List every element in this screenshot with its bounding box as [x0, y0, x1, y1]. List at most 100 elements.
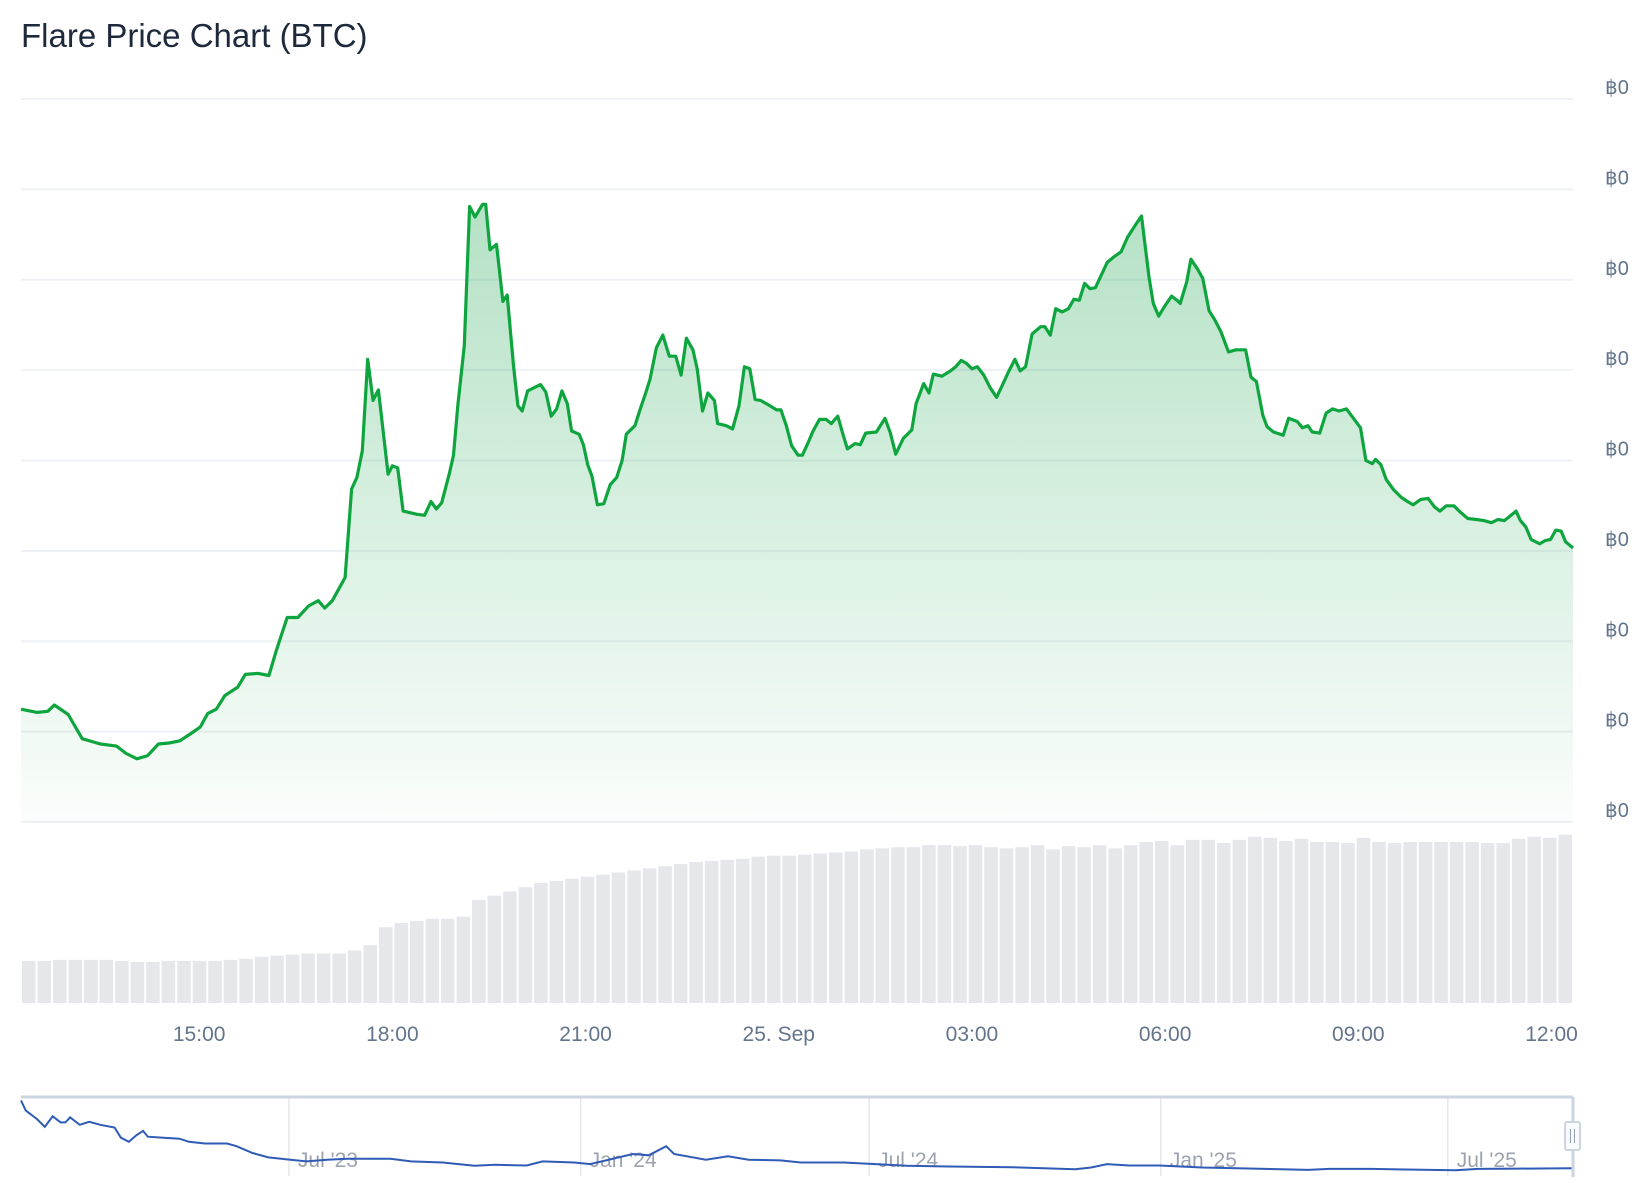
volume-bar: [53, 959, 67, 1003]
volume-bars: [22, 834, 1572, 1003]
volume-bar: [378, 927, 393, 1003]
y-axis-labels: ฿0 ฿0 ฿0 ฿0 ฿0 ฿0 ฿0 ฿0 ฿0: [1605, 77, 1629, 822]
volume-bar: [37, 960, 52, 1003]
volume-bar: [875, 848, 890, 1003]
volume-bar: [1387, 843, 1402, 1003]
volume-bar: [1217, 843, 1231, 1003]
volume-bar: [891, 847, 905, 1003]
volume-bar: [456, 916, 471, 1003]
volume-bar: [472, 899, 486, 1003]
volume-bar: [1186, 839, 1200, 1003]
volume-bar: [208, 960, 222, 1003]
volume-bar: [580, 876, 595, 1003]
volume-bar: [1294, 838, 1309, 1003]
navigator-tick-label: Jul '24: [878, 1149, 938, 1172]
volume-bar: [534, 883, 548, 1003]
volume-bar: [1154, 840, 1169, 1003]
volume-bar: [1341, 843, 1355, 1003]
volume-bar: [1139, 841, 1153, 1003]
x-tick-label: 25. Sep: [743, 1023, 815, 1046]
volume-bar: [1372, 841, 1386, 1003]
volume-bar: [363, 945, 377, 1003]
volume-bar: [1527, 836, 1541, 1003]
volume-bar: [1418, 841, 1433, 1003]
navigator-handle-right[interactable]: [1564, 1121, 1581, 1151]
volume-bar: [968, 845, 983, 1003]
volume-bar: [161, 960, 176, 1003]
volume-bar: [1015, 847, 1029, 1003]
volume-bar: [565, 878, 579, 1003]
volume-bar: [720, 859, 734, 1003]
volume-bar: [1123, 845, 1138, 1003]
x-tick-label: 15:00: [173, 1023, 226, 1046]
navigator-tick-label: Jan '24: [590, 1149, 657, 1172]
y-tick-label: ฿0: [1605, 800, 1629, 822]
x-axis-labels: 15:00 18:00 21:00 25. Sep 03:00 06:00 09…: [173, 1023, 1578, 1046]
volume-bar: [223, 959, 238, 1003]
volume-bar: [301, 953, 315, 1003]
navigator[interactable]: Jul '23 Jan '24 Jul '24 Jan '25 Jul '25: [20, 1095, 1581, 1177]
volume-bar: [813, 853, 828, 1003]
y-tick-label: ฿0: [1605, 529, 1629, 551]
volume-bar: [798, 854, 812, 1003]
volume-bar: [84, 959, 98, 1003]
volume-bar: [1465, 841, 1479, 1003]
volume-bar: [984, 847, 998, 1003]
volume-bar: [146, 961, 160, 1003]
volume-bar: [254, 956, 269, 1003]
volume-bar: [906, 847, 921, 1003]
volume-bar: [1077, 847, 1091, 1003]
volume-bar: [410, 920, 424, 1003]
x-tick-label: 06:00: [1139, 1023, 1192, 1046]
volume-bar: [1558, 834, 1572, 1003]
volume-bar: [751, 856, 765, 1003]
volume-bar: [441, 918, 455, 1003]
price-area: [21, 204, 1573, 822]
volume-bar: [658, 866, 672, 1003]
volume-bar: [1356, 837, 1371, 1003]
volume-bar: [332, 953, 346, 1003]
volume-bar: [1480, 843, 1495, 1003]
volume-bar: [735, 858, 750, 1003]
volume-bar: [1030, 845, 1045, 1003]
y-tick-label: ฿0: [1605, 77, 1629, 99]
volume-bar: [1201, 839, 1216, 1003]
volume-bar: [1511, 838, 1526, 1003]
volume-bar: [642, 868, 657, 1003]
volume-bar: [115, 960, 129, 1003]
volume-bar: [689, 861, 703, 1003]
volume-bar: [829, 852, 843, 1003]
volume-bar: [1279, 840, 1293, 1003]
volume-bar: [922, 845, 936, 1003]
y-tick-label: ฿0: [1605, 710, 1629, 732]
volume-bar: [177, 960, 191, 1003]
volume-bar: [627, 870, 641, 1003]
volume-bar: [487, 895, 502, 1003]
x-tick-label: 21:00: [559, 1023, 612, 1046]
volume-bar: [192, 960, 207, 1003]
volume-bar: [68, 959, 83, 1003]
navigator-tick-label: Jul '25: [1457, 1149, 1517, 1172]
volume-bar: [1310, 841, 1324, 1003]
volume-bar: [1496, 843, 1510, 1003]
y-tick-label: ฿0: [1605, 439, 1629, 461]
volume-bar: [704, 860, 719, 1003]
volume-bar: [596, 874, 610, 1003]
volume-bar: [1248, 836, 1262, 1003]
volume-bar: [1092, 845, 1107, 1003]
volume-bar: [1263, 837, 1278, 1003]
volume-bar: [999, 848, 1014, 1003]
volume-bar: [99, 959, 114, 1003]
volume-bar: [1449, 841, 1464, 1003]
volume-bar: [425, 918, 440, 1003]
volume-bar: [518, 887, 533, 1003]
volume-bar: [782, 855, 796, 1003]
x-tick-label: 09:00: [1332, 1023, 1385, 1046]
volume-bar: [1046, 849, 1060, 1003]
y-tick-label: ฿0: [1605, 619, 1629, 641]
y-tick-label: ฿0: [1605, 258, 1629, 280]
price-line[interactable]: [20, 202, 1575, 761]
volume-bar: [22, 960, 36, 1003]
volume-bar: [1542, 837, 1557, 1003]
